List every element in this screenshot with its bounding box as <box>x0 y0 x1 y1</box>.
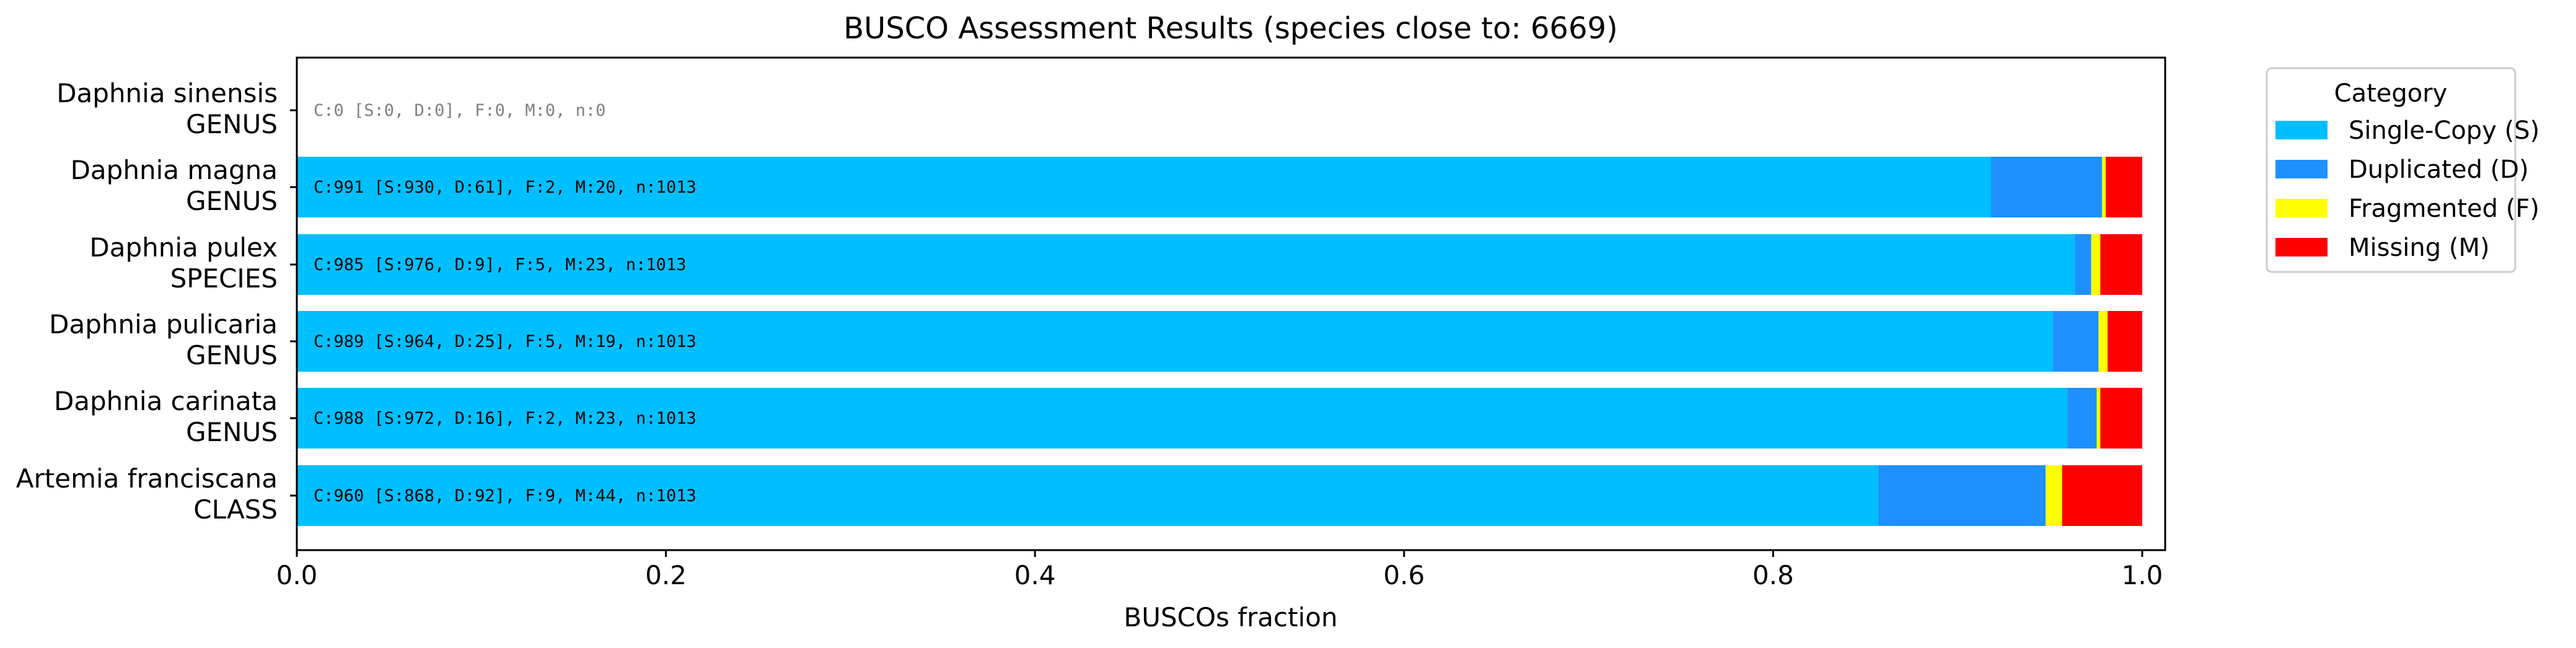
y-tick-label-rank: GENUS <box>186 417 278 447</box>
x-tick-label: 0.8 <box>1752 560 1794 590</box>
bar-segment-f <box>2098 311 2108 372</box>
y-tick-label-name: Daphnia pulicaria <box>49 309 278 339</box>
legend-swatch-f <box>2275 199 2328 217</box>
bar-segment-f <box>2046 465 2062 526</box>
legend-swatch-s <box>2275 121 2328 139</box>
legend-swatch-d <box>2275 160 2328 178</box>
bar-segment-s <box>297 311 2053 372</box>
plot-frame <box>296 56 2166 551</box>
bar-segment-d <box>1990 157 2103 217</box>
x-tick-label: 1.0 <box>2122 560 2163 590</box>
y-tick-label-rank: GENUS <box>186 340 278 370</box>
y-tick-label-rank: GENUS <box>186 186 278 216</box>
bar-segment-d <box>2075 234 2091 295</box>
bar-labels-group: C:0 [S:0, D:0], F:0, M:0, n:0 C:991 [S:93… <box>314 101 697 506</box>
bar-segment-m <box>2100 234 2142 295</box>
bar-segment-d <box>2052 311 2099 372</box>
y-tick-label-rank: CLASS <box>193 494 278 525</box>
bar-summary-label: C:988 [S:972, D:16], F:2, M:23, n:1013 <box>314 409 697 428</box>
bar-segment-f <box>2102 157 2106 217</box>
bar-segment-m <box>2106 157 2142 217</box>
y-tick-label-name: Daphnia pulex <box>89 232 278 263</box>
x-tick-label: 0.6 <box>1383 560 1425 590</box>
x-axis: 0.0 0.2 0.4 0.6 0.8 1.0 <box>276 550 2163 590</box>
bar-summary-label: C:985 [S:976, D:9], F:5, M:23, n:1013 <box>314 255 686 274</box>
y-tick-label-name: Daphnia sinensis <box>56 78 278 108</box>
legend-label-d: Duplicated (D) <box>2349 155 2529 184</box>
bar-segment-s <box>297 234 2075 295</box>
y-tick-label-rank: SPECIES <box>170 263 278 294</box>
bar-segment-f <box>2091 234 2101 295</box>
bars-group <box>297 157 2142 526</box>
legend-title: Category <box>2334 79 2448 108</box>
legend-items: Single-Copy (S) Duplicated (D) Fragmented … <box>2275 116 2539 262</box>
x-axis-label: BUSCOs fraction <box>1123 602 1337 633</box>
y-tick-label-name: Daphnia magna <box>71 155 278 185</box>
legend-swatch-m <box>2275 238 2328 256</box>
legend: Category Single-Copy (S) Duplicated (D) Fr… <box>2266 67 2539 273</box>
legend-frame <box>2266 67 2517 273</box>
bar-summary-label: C:991 [S:930, D:61], F:2, M:20, n:1013 <box>314 178 697 197</box>
y-tick-label-name: Daphnia carinata <box>54 386 278 416</box>
bar-segment-d <box>1878 465 2046 526</box>
bar-segment-d <box>2067 388 2097 449</box>
y-tick-label-name: Artemia franciscana <box>16 463 278 494</box>
y-tick-label-rank: GENUS <box>186 109 278 139</box>
bar-segment-s <box>297 388 2068 449</box>
bar-summary-label: C:960 [S:868, D:92], F:9, M:44, n:1013 <box>314 486 697 506</box>
bar-segment-f <box>2096 388 2101 449</box>
legend-label-s: Single-Copy (S) <box>2349 116 2539 145</box>
bar-summary-label: C:989 [S:964, D:25], F:5, M:19, n:1013 <box>314 332 697 351</box>
x-tick-label: 0.0 <box>276 560 318 590</box>
legend-label-m: Missing (M) <box>2349 234 2490 262</box>
bar-segment-m <box>2100 388 2142 449</box>
legend-label-f: Fragmented (F) <box>2349 195 2539 223</box>
x-tick-label: 0.4 <box>1014 560 1056 590</box>
bar-segment-m <box>2108 311 2142 372</box>
bar-segment-s <box>297 157 1991 217</box>
bar-summary-label: C:0 [S:0, D:0], F:0, M:0, n:0 <box>314 101 605 120</box>
chart-title: BUSCO Assessment Results (species close … <box>843 11 1618 46</box>
x-tick-label: 0.2 <box>645 560 687 590</box>
bar-segment-m <box>2062 465 2142 526</box>
bar-segment-s <box>297 465 1878 526</box>
